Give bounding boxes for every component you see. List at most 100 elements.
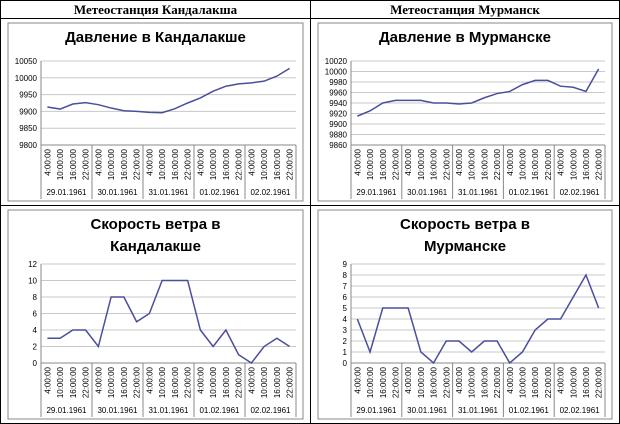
x-tick-label: 16:00:00: [379, 366, 388, 398]
y-tick-label: 2: [33, 343, 38, 352]
y-tick-label: 9850: [19, 124, 37, 133]
y-tick-label: 2: [343, 337, 348, 346]
x-tick-label: 4:00:00: [145, 148, 154, 175]
x-tick-label: 16:00:00: [430, 148, 439, 180]
x-tick-label: 10:00:00: [366, 366, 375, 398]
x-tick-label: 22:00:00: [235, 366, 244, 398]
x-tick-label: 10:00:00: [56, 148, 65, 180]
x-tick-label: 22:00:00: [391, 148, 400, 180]
group-label: 29.01.1961: [356, 188, 397, 197]
chart: 9800 9850 9900 9950 10000 10050 4:00:00 10:00:0…: [7, 22, 304, 202]
y-tick-label: 9: [343, 260, 348, 269]
x-tick-label: 10:00:00: [107, 366, 116, 398]
group-label: 30.01.1961: [407, 188, 448, 197]
y-tick-label: 10050: [15, 57, 38, 66]
x-tick-label: 10:00:00: [209, 366, 218, 398]
x-tick-label: 16:00:00: [69, 148, 78, 180]
chart-title: Скорость ветра в Мурманске: [400, 216, 530, 255]
x-tick-label: 16:00:00: [273, 366, 282, 398]
y-tick-label: 1: [343, 348, 348, 357]
y-tick-label: 4: [33, 326, 38, 335]
chart-cell: 9800 9850 9900 9950 10000 10050 4:00:00 10:00:0…: [0, 18, 311, 206]
group-label: 01.02.1961: [509, 188, 550, 197]
chart-frame: [7, 209, 304, 420]
y-tick-label: 0: [33, 359, 38, 368]
x-tick-label: 10:00:00: [518, 366, 527, 398]
x-tick-label: 22:00:00: [286, 366, 295, 398]
x-tick-label: 4:00:00: [43, 148, 52, 175]
group-label: 31.01.1961: [148, 406, 189, 415]
y-tick-label: 10000: [15, 74, 38, 83]
x-tick-label: 4:00:00: [404, 148, 413, 175]
x-tick-label: 10:00:00: [569, 148, 578, 180]
x-tick-label: 22:00:00: [184, 366, 193, 398]
x-tick-label: 16:00:00: [273, 148, 282, 180]
y-tick-label: 3: [343, 326, 348, 335]
x-tick-label: 10:00:00: [56, 366, 65, 398]
chart-title: Давление в Кандалакше: [65, 29, 246, 46]
x-tick-label: 16:00:00: [120, 366, 129, 398]
x-tick-label: 16:00:00: [480, 366, 489, 398]
x-tick-label: 4:00:00: [196, 366, 205, 393]
x-tick-label: 22:00:00: [544, 366, 553, 398]
y-tick-label: 9980: [329, 78, 347, 87]
x-tick-label: 4:00:00: [353, 148, 362, 175]
line-series: [47, 67, 291, 114]
chart-cell: 0 2 4 6 8 10 12 4:00:00 10:00:00 16:00:00 22:00:00…: [0, 205, 311, 424]
x-tick-label: 22:00:00: [391, 366, 400, 398]
x-tick-label: 4:00:00: [196, 148, 205, 175]
chart-cell: 9860 9880 9900 9920 9940 9960 9980 10000 10020 4:…: [310, 18, 620, 206]
chart-cell: 0 1 2 3 4 5 6 7 8 9 4:00:00 10:00:00 16:00:00 22:00:0…: [310, 205, 620, 424]
x-tick-label: 22:00:00: [133, 366, 142, 398]
x-tick-label: 4:00:00: [557, 366, 566, 393]
x-tick-label: 16:00:00: [171, 148, 180, 180]
x-tick-label: 10:00:00: [158, 366, 167, 398]
group-label: 31.01.1961: [148, 188, 189, 197]
group-label: 02.02.1961: [560, 188, 601, 197]
x-tick-label: 16:00:00: [582, 366, 591, 398]
y-tick-label: 8: [33, 293, 38, 302]
line-series: [356, 273, 600, 365]
x-tick-label: 22:00:00: [184, 148, 193, 180]
y-tick-label: 9900: [19, 107, 37, 116]
x-tick-label: 16:00:00: [69, 366, 78, 398]
group-label: 29.01.1961: [46, 188, 87, 197]
x-tick-label: 22:00:00: [235, 148, 244, 180]
chart-frame: [317, 209, 613, 420]
y-tick-label: 9900: [329, 120, 347, 129]
x-tick-label: 16:00:00: [222, 148, 231, 180]
chart-frame: [7, 22, 304, 202]
x-tick-label: 16:00:00: [430, 366, 439, 398]
x-tick-label: 22:00:00: [286, 148, 295, 180]
x-tick-label: 4:00:00: [506, 366, 515, 393]
x-tick-label: 10:00:00: [158, 148, 167, 180]
x-tick-label: 22:00:00: [442, 366, 451, 398]
x-tick-label: 4:00:00: [43, 366, 52, 393]
header-cell: Метеостанция Кандалакша: [0, 0, 311, 19]
chart-title: Давление в Мурманске: [378, 29, 551, 46]
x-tick-label: 22:00:00: [595, 148, 604, 180]
chart-frame: [317, 22, 613, 202]
x-tick-label: 10:00:00: [209, 148, 218, 180]
y-tick-label: 5: [343, 304, 348, 313]
y-tick-label: 10020: [325, 57, 348, 66]
x-tick-label: 10:00:00: [107, 148, 116, 180]
y-tick-label: 6: [343, 293, 348, 302]
x-tick-label: 4:00:00: [455, 148, 464, 175]
x-tick-label: 16:00:00: [531, 366, 540, 398]
y-tick-label: 12: [28, 260, 37, 269]
x-tick-label: 10:00:00: [417, 148, 426, 180]
group-label: 02.02.1961: [250, 406, 291, 415]
chart: 0 2 4 6 8 10 12 4:00:00 10:00:00 16:00:00 22:00:00…: [7, 209, 304, 420]
group-label: 29.01.1961: [46, 406, 87, 415]
y-tick-label: 9950: [19, 91, 37, 100]
x-tick-label: 22:00:00: [493, 148, 502, 180]
y-tick-label: 8: [343, 271, 348, 280]
x-tick-label: 22:00:00: [442, 148, 451, 180]
group-label: 02.02.1961: [250, 188, 291, 197]
x-tick-label: 4:00:00: [145, 366, 154, 393]
y-tick-label: 9860: [329, 141, 347, 150]
